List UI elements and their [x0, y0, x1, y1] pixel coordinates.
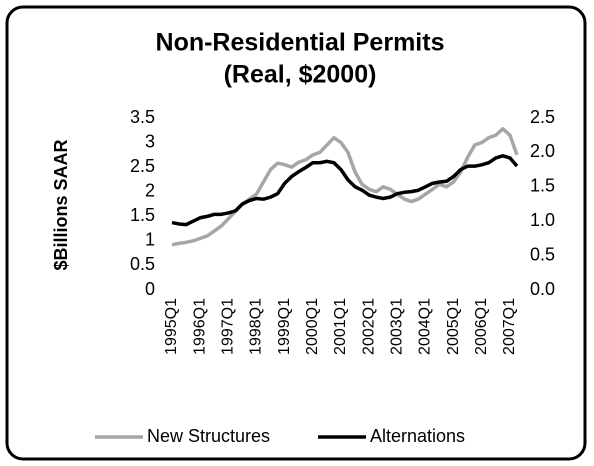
x-tick-label: 2006Q1: [473, 298, 490, 355]
y-axis-label: $Billions SAAR: [51, 139, 71, 270]
x-tick-label: 1996Q1: [191, 298, 208, 355]
y2-tick-label: 1.5: [530, 176, 555, 196]
chart-subtitle: (Real, $2000): [224, 61, 377, 89]
x-tick-label: 2007Q1: [501, 298, 518, 355]
x-tick-label: 2002Q1: [360, 298, 377, 355]
y-tick-label: 1.5: [130, 205, 155, 225]
y2-tick-label: 1.0: [530, 210, 555, 230]
y-tick-label: 2: [145, 180, 155, 200]
y2-tick-label: 2.5: [530, 107, 555, 127]
x-tick-label: 2000Q1: [304, 298, 321, 355]
y2-tick-label: 0.0: [530, 279, 555, 299]
y-tick-label: 0.5: [130, 254, 155, 274]
x-tick-label: 2001Q1: [332, 298, 349, 355]
x-tick-label: 1998Q1: [248, 298, 265, 355]
y-tick-label: 2.5: [130, 156, 155, 176]
y2-tick-label: 2.0: [530, 141, 555, 161]
chart-title: Non-Residential Permits: [156, 29, 445, 57]
legend-label: Alternations: [370, 426, 465, 446]
line-series: [171, 154, 519, 227]
line-series: [171, 127, 519, 247]
frame: [5, 5, 587, 461]
x-tick-label: 1995Q1: [163, 298, 180, 355]
y-tick-label: 3.5: [130, 107, 155, 127]
x-tick-label: 2004Q1: [417, 298, 434, 355]
x-tick-label: 1997Q1: [220, 298, 237, 355]
y-tick-label: 1: [145, 230, 155, 250]
x-tick-label: 1999Q1: [276, 298, 293, 355]
legend-label: New Structures: [147, 426, 270, 446]
y2-tick-label: 0.5: [530, 244, 555, 264]
x-tick-label: 2005Q1: [445, 298, 462, 355]
y-tick-label: 0: [145, 279, 155, 299]
y-tick-label: 3: [145, 131, 155, 151]
x-tick-label: 2003Q1: [388, 298, 405, 355]
